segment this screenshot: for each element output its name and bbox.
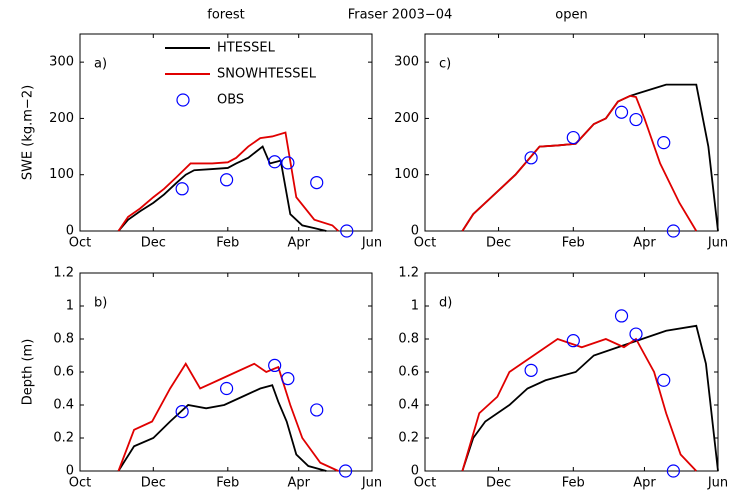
y-tick-label: 200 — [49, 111, 74, 126]
legend-label: SNOWHTESSEL — [217, 67, 317, 82]
y-tick-label: 300 — [394, 55, 419, 70]
x-tick-label: Feb — [562, 476, 585, 491]
x-tick-label: Jun — [361, 236, 382, 251]
x-tick-label: Oct — [414, 476, 436, 491]
obs-point — [614, 309, 629, 323]
y-tick-label: 200 — [394, 111, 419, 126]
x-tick-label: Oct — [69, 476, 91, 491]
y-tick-label: 100 — [394, 167, 419, 182]
obs-point — [220, 381, 234, 396]
legend-marker — [176, 93, 190, 107]
obs-point — [566, 334, 580, 348]
x-tick-label: Dec — [486, 476, 511, 491]
x-tick-label: Dec — [486, 236, 511, 251]
y-tick-label: 0.8 — [398, 332, 419, 347]
x-tick-label: Feb — [562, 236, 585, 251]
x-tick-label: Feb — [216, 476, 239, 491]
y-tick-label: 1 — [66, 299, 74, 314]
legend-label: HTESSEL — [217, 41, 276, 56]
x-tick-label: Jun — [707, 236, 728, 251]
obs-point — [657, 136, 671, 150]
obs-point — [220, 173, 234, 187]
obs-point — [340, 224, 354, 238]
panel-label: c) — [439, 57, 451, 72]
obs-point — [629, 112, 643, 127]
y-tick-label: 1 — [411, 299, 419, 314]
x-tick-label: Jun — [707, 476, 728, 491]
obs-point — [310, 403, 324, 417]
obs-point — [524, 151, 538, 165]
series-line — [461, 324, 719, 472]
obs-point — [281, 372, 295, 386]
x-tick-label: Apr — [633, 476, 656, 491]
panel-title: open — [555, 8, 587, 23]
series-line — [117, 384, 327, 472]
series-line — [117, 362, 339, 472]
y-tick-label: 0.8 — [53, 332, 74, 347]
obs-point — [666, 464, 680, 478]
obs-point — [268, 155, 282, 169]
panel-title: forest — [207, 8, 244, 23]
y-tick-label: 0 — [411, 224, 419, 239]
obs-point — [175, 182, 189, 196]
plot-frame — [424, 33, 719, 232]
obs-point — [629, 327, 643, 341]
plot-frame — [79, 33, 373, 232]
y-tick-label: 0.4 — [398, 398, 419, 413]
y-tick-label: 0.6 — [53, 365, 74, 380]
panel-label: d) — [439, 296, 452, 311]
x-tick-label: Oct — [414, 236, 436, 251]
panel-label: b) — [94, 296, 107, 311]
y-tick-label: 300 — [49, 55, 74, 70]
x-tick-label: Dec — [141, 476, 166, 491]
obs-point — [566, 130, 580, 145]
obs-point — [268, 358, 282, 372]
x-tick-label: Apr — [633, 236, 656, 251]
x-tick-label: Apr — [287, 236, 310, 251]
obs-point — [657, 373, 671, 387]
obs-point — [338, 464, 353, 478]
series-line — [117, 131, 339, 232]
series-line — [461, 83, 719, 232]
y-axis-label: Depth (m) — [21, 339, 36, 406]
y-tick-label: 0.2 — [53, 431, 74, 446]
series-line — [461, 94, 698, 232]
x-tick-label: Oct — [69, 236, 91, 251]
y-tick-label: 1.2 — [53, 266, 74, 281]
y-tick-label: 0 — [66, 224, 74, 239]
x-tick-label: Apr — [287, 476, 310, 491]
x-tick-label: Jun — [361, 476, 382, 491]
obs-point — [614, 105, 629, 119]
y-tick-label: 0.6 — [398, 365, 419, 380]
obs-point — [666, 224, 680, 238]
y-tick-label: 0 — [411, 464, 419, 479]
y-tick-label: 1.2 — [398, 266, 419, 281]
y-tick-label: 0.4 — [53, 398, 74, 413]
panel-label: a) — [94, 57, 107, 72]
x-tick-label: Feb — [216, 236, 239, 251]
y-axis-label: SWE (kg.m−2) — [21, 85, 36, 180]
x-tick-label: Dec — [141, 236, 166, 251]
obs-point — [175, 405, 189, 419]
obs-point — [524, 363, 538, 377]
y-tick-label: 0.2 — [398, 431, 419, 446]
plot-frame — [424, 272, 719, 472]
figure-title: Fraser 2003−04 — [348, 8, 453, 23]
series-line — [117, 145, 327, 232]
y-tick-label: 100 — [49, 167, 74, 182]
plot-frame — [79, 272, 373, 472]
legend-label: OBS — [217, 93, 244, 108]
obs-point — [281, 156, 295, 170]
y-tick-label: 0 — [66, 464, 74, 479]
obs-point — [310, 175, 324, 190]
series-line — [461, 337, 697, 472]
